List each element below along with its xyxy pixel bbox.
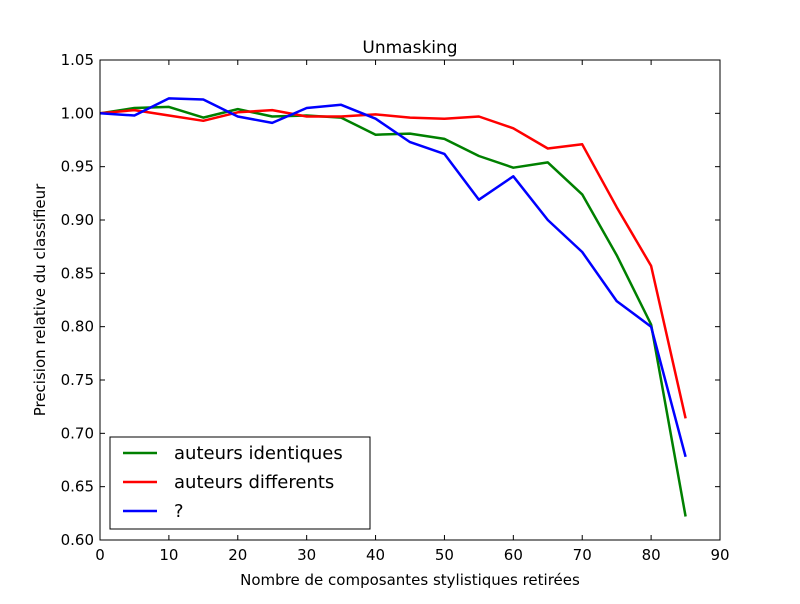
y-tick-label: 1.00 [61,104,94,122]
series-line-3 [99,97,687,458]
chart-title: Unmasking [362,38,457,58]
y-tick-label: 0.75 [61,371,94,389]
y-tick-label: 0.80 [61,318,94,336]
x-tick-label: 40 [366,546,385,564]
legend-label-3: ? [174,501,184,522]
legend-entries: auteurs identiques auteurs differents? [123,443,343,522]
y-tick-label: 0.60 [61,531,94,549]
x-tick-label: 30 [297,546,316,564]
y-tick-label: 0.95 [61,158,94,176]
x-tick-label: 50 [435,546,454,564]
y-tick-label: 0.70 [61,424,94,442]
ticks-layer: 0 10 20 30 40 50 60 70 80 90 0.60 0.65 0.70 0.75 0.80 0… [61,51,730,564]
x-tick-label: 70 [573,546,592,564]
legend-label-1: auteurs identiques [174,443,343,464]
y-tick-label: 0.85 [61,264,94,282]
x-axis-label: Nombre de composantes stylistiques retir… [240,571,580,589]
legend: auteurs identiques auteurs differents? [109,436,371,530]
y-tick-label: 1.05 [61,51,94,69]
x-tick-label: 20 [228,546,247,564]
x-tick-label: 10 [159,546,178,564]
plot-frame [99,59,721,541]
series-layer [99,97,687,517]
x-tick-label: 0 [95,546,105,564]
series-line-1 [99,105,687,517]
legend-label-2: auteurs differents [174,472,334,493]
x-tick-label: 90 [710,546,729,564]
series-line-2 [99,108,687,419]
y-tick-label: 0.90 [61,211,94,229]
y-axis-label: Precision relative du classifieur [31,183,49,416]
x-tick-label: 80 [642,546,661,564]
x-tick-label: 60 [504,546,523,564]
y-tick-label: 0.65 [61,478,94,496]
